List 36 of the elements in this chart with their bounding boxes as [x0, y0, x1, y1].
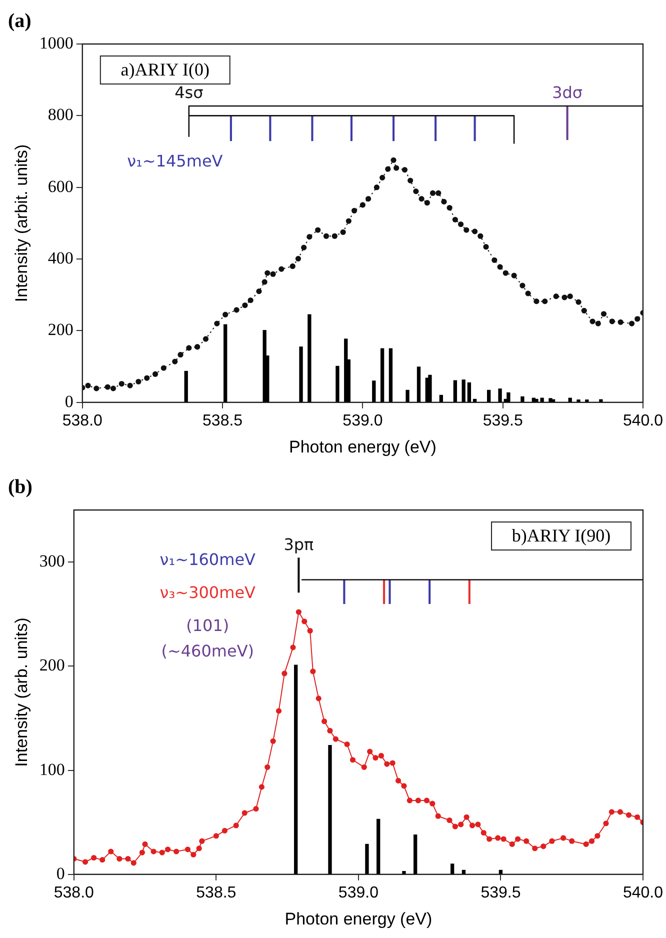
x-tick-label: 538.0	[62, 412, 103, 430]
x-tick-label: 539.5	[480, 884, 521, 902]
annotation: ν₃~300meV	[160, 582, 256, 602]
x-axis-title: Photon energy (eV)	[284, 909, 432, 928]
annotation: ν₁~145meV	[127, 151, 223, 170]
annotation: 3pπ	[284, 535, 314, 554]
x-tick-label: 539.0	[338, 884, 379, 902]
y-tick-label: 300	[39, 552, 65, 571]
y-tick-label: 600	[48, 176, 74, 196]
x-tick-label: 538.5	[202, 412, 243, 430]
annotation: 3dσ	[552, 83, 583, 102]
x-tick-label: 539.0	[342, 412, 383, 430]
annotation: a)ARIY I(0)	[120, 60, 210, 80]
y-axis-title: Intensity (arb. units)	[12, 618, 31, 767]
y-axis-title: Intensity (arbit. units)	[12, 144, 31, 302]
chart-title: (a)	[8, 10, 32, 32]
annotation: b)ARIY I(90)	[512, 526, 611, 546]
y-tick-label: 800	[48, 105, 74, 124]
y-tick-label: 200	[48, 320, 74, 340]
y-tick-label: 1000	[39, 33, 74, 52]
annotation: (101)	[186, 616, 230, 635]
x-tick-label: 538.5	[196, 884, 236, 902]
x-axis-title: Photon energy (eV)	[288, 437, 436, 456]
annotation: ν₁~160meV	[160, 550, 256, 570]
y-tick-label: 0	[64, 392, 74, 411]
chart-title: (b)	[8, 476, 32, 498]
x-tick-label: 539.5	[482, 412, 523, 430]
x-tick-label: 538.0	[54, 884, 94, 902]
y-tick-label: 400	[48, 248, 74, 268]
y-tick-label: 0	[56, 864, 65, 883]
x-tick-label: 540.0	[622, 412, 664, 430]
y-tick-label: 100	[39, 760, 65, 779]
annotation: 4sσ	[174, 83, 204, 102]
annotation: (~460meV)	[161, 641, 254, 660]
x-tick-label: 540.0	[622, 884, 664, 902]
y-tick-label: 200	[39, 656, 65, 675]
